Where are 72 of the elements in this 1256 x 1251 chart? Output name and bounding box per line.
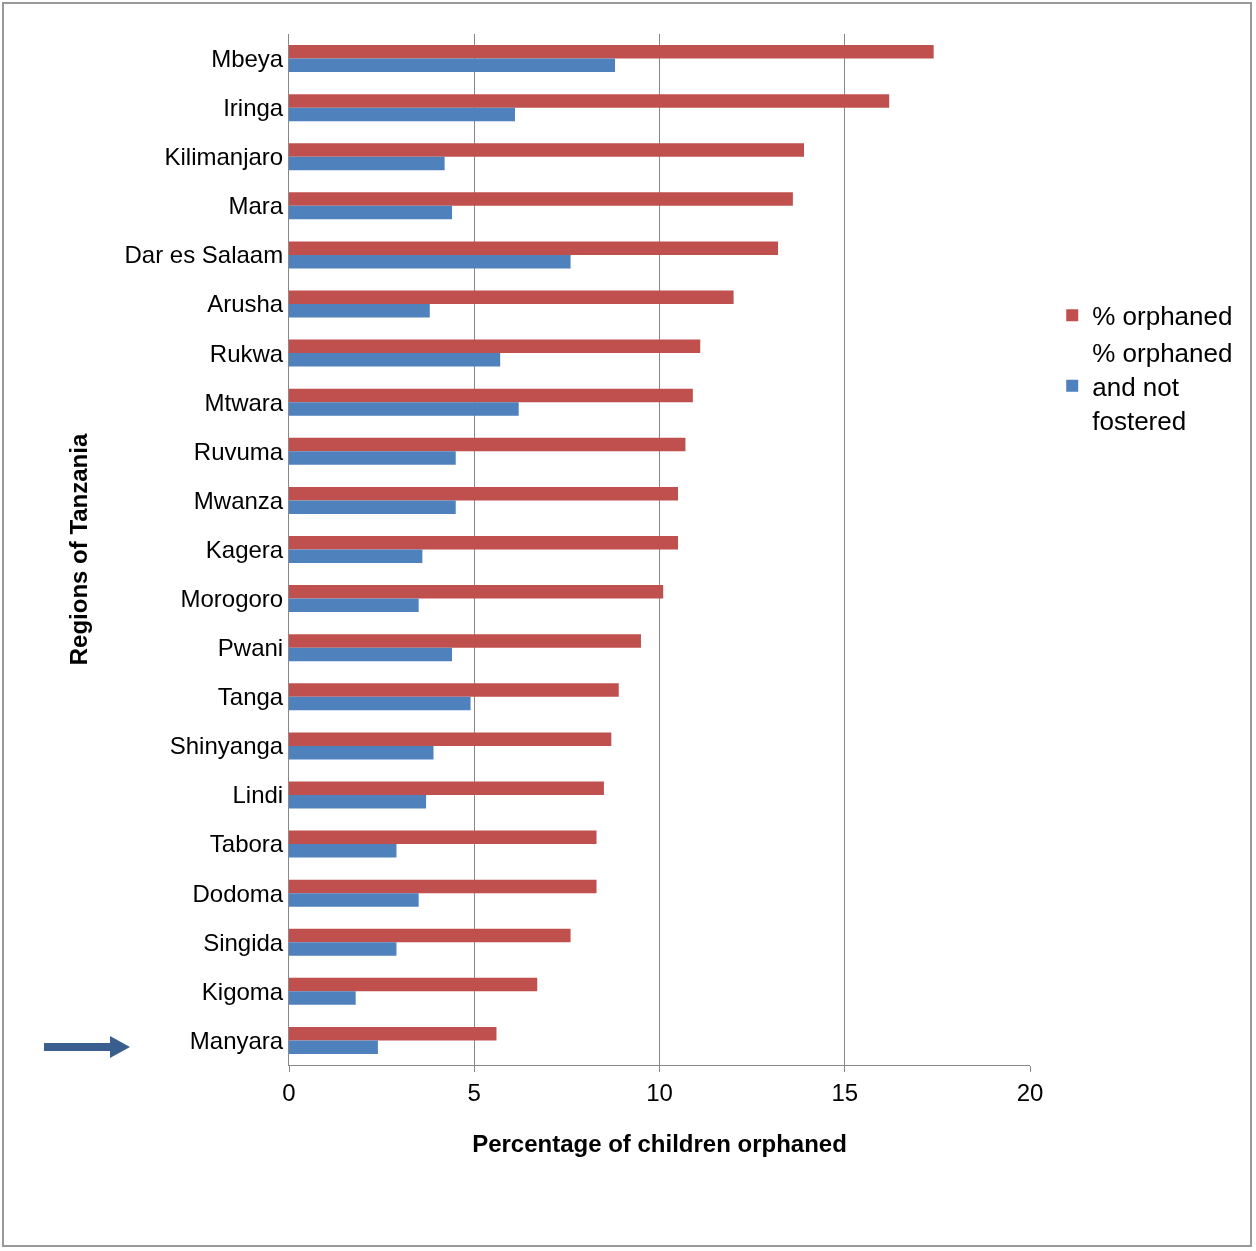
bar xyxy=(289,991,356,1005)
y-tick-label: Mwanza xyxy=(193,486,284,514)
bar xyxy=(289,339,701,354)
y-axis-title: Regions of Tanzania xyxy=(64,433,92,666)
y-tick-label: Kigoma xyxy=(201,977,284,1005)
bar xyxy=(289,745,434,760)
y-tick-label: Ruvuma xyxy=(193,437,284,465)
bar xyxy=(289,451,456,465)
bar xyxy=(289,156,445,171)
y-tick-label: Mara xyxy=(228,192,284,220)
bar xyxy=(289,893,419,907)
y-tick-label: Dodoma xyxy=(192,879,284,907)
bar xyxy=(289,794,427,809)
y-tick-label: Kilimanjaro xyxy=(164,143,284,171)
bar xyxy=(289,977,538,992)
bar xyxy=(289,58,616,73)
bar xyxy=(289,928,571,943)
bar xyxy=(289,402,519,416)
x-tick-label: 5 xyxy=(467,1078,481,1106)
y-tick-label: Manyara xyxy=(189,1026,284,1054)
bar xyxy=(289,942,397,956)
x-tick-label: 15 xyxy=(831,1078,859,1106)
bar xyxy=(289,634,641,648)
x-tick-label: 10 xyxy=(646,1078,673,1106)
y-tick-label: Arusha xyxy=(207,290,284,318)
y-tick-label: Dar es Salaam xyxy=(124,241,284,269)
bar xyxy=(289,388,693,403)
x-axis-title: Percentage of children orphaned xyxy=(472,1130,847,1158)
y-tick-label: Tanga xyxy=(217,683,284,711)
y-tick-label: Kagera xyxy=(205,535,284,563)
y-tick-label: Rukwa xyxy=(209,339,284,367)
bar xyxy=(289,647,453,662)
bar xyxy=(289,192,793,206)
bar xyxy=(289,732,612,746)
bar xyxy=(289,1040,378,1054)
bar xyxy=(289,696,471,711)
bar xyxy=(289,598,419,613)
bar xyxy=(289,143,804,157)
bar xyxy=(289,1026,497,1041)
y-tick-label: Iringa xyxy=(223,94,284,122)
bar xyxy=(289,683,619,697)
bar xyxy=(289,353,501,367)
bar xyxy=(289,585,664,599)
y-tick-label: Singida xyxy=(203,928,284,956)
y-tick-label: Tabora xyxy=(209,830,284,858)
legend-label: % orphaned and not fostered xyxy=(1092,338,1233,436)
y-tick-label: Morogoro xyxy=(180,585,284,612)
x-tick-label: 0 xyxy=(282,1078,296,1106)
bar xyxy=(289,254,571,269)
bar xyxy=(289,536,679,550)
bar xyxy=(289,844,397,858)
bar xyxy=(289,500,456,514)
bar xyxy=(289,879,597,894)
y-tick-label: Lindi xyxy=(232,781,284,809)
bar xyxy=(289,781,604,795)
bar xyxy=(289,830,597,845)
bar xyxy=(289,437,686,452)
y-tick-label: Shinyanga xyxy=(169,732,284,760)
y-tick-label: Mbeya xyxy=(211,44,284,72)
bar xyxy=(289,549,423,563)
y-tick-label: Pwani xyxy=(217,634,284,662)
bar xyxy=(289,107,515,122)
bar xyxy=(289,304,430,318)
bar xyxy=(289,94,890,108)
bar xyxy=(289,486,679,501)
legend-label: % orphaned xyxy=(1092,301,1233,332)
y-tick-label: Mtwara xyxy=(204,388,284,416)
bar xyxy=(289,241,779,255)
bar xyxy=(289,205,453,220)
bar xyxy=(289,45,934,59)
x-tick-label: 20 xyxy=(1016,1078,1044,1106)
bar xyxy=(289,290,734,305)
